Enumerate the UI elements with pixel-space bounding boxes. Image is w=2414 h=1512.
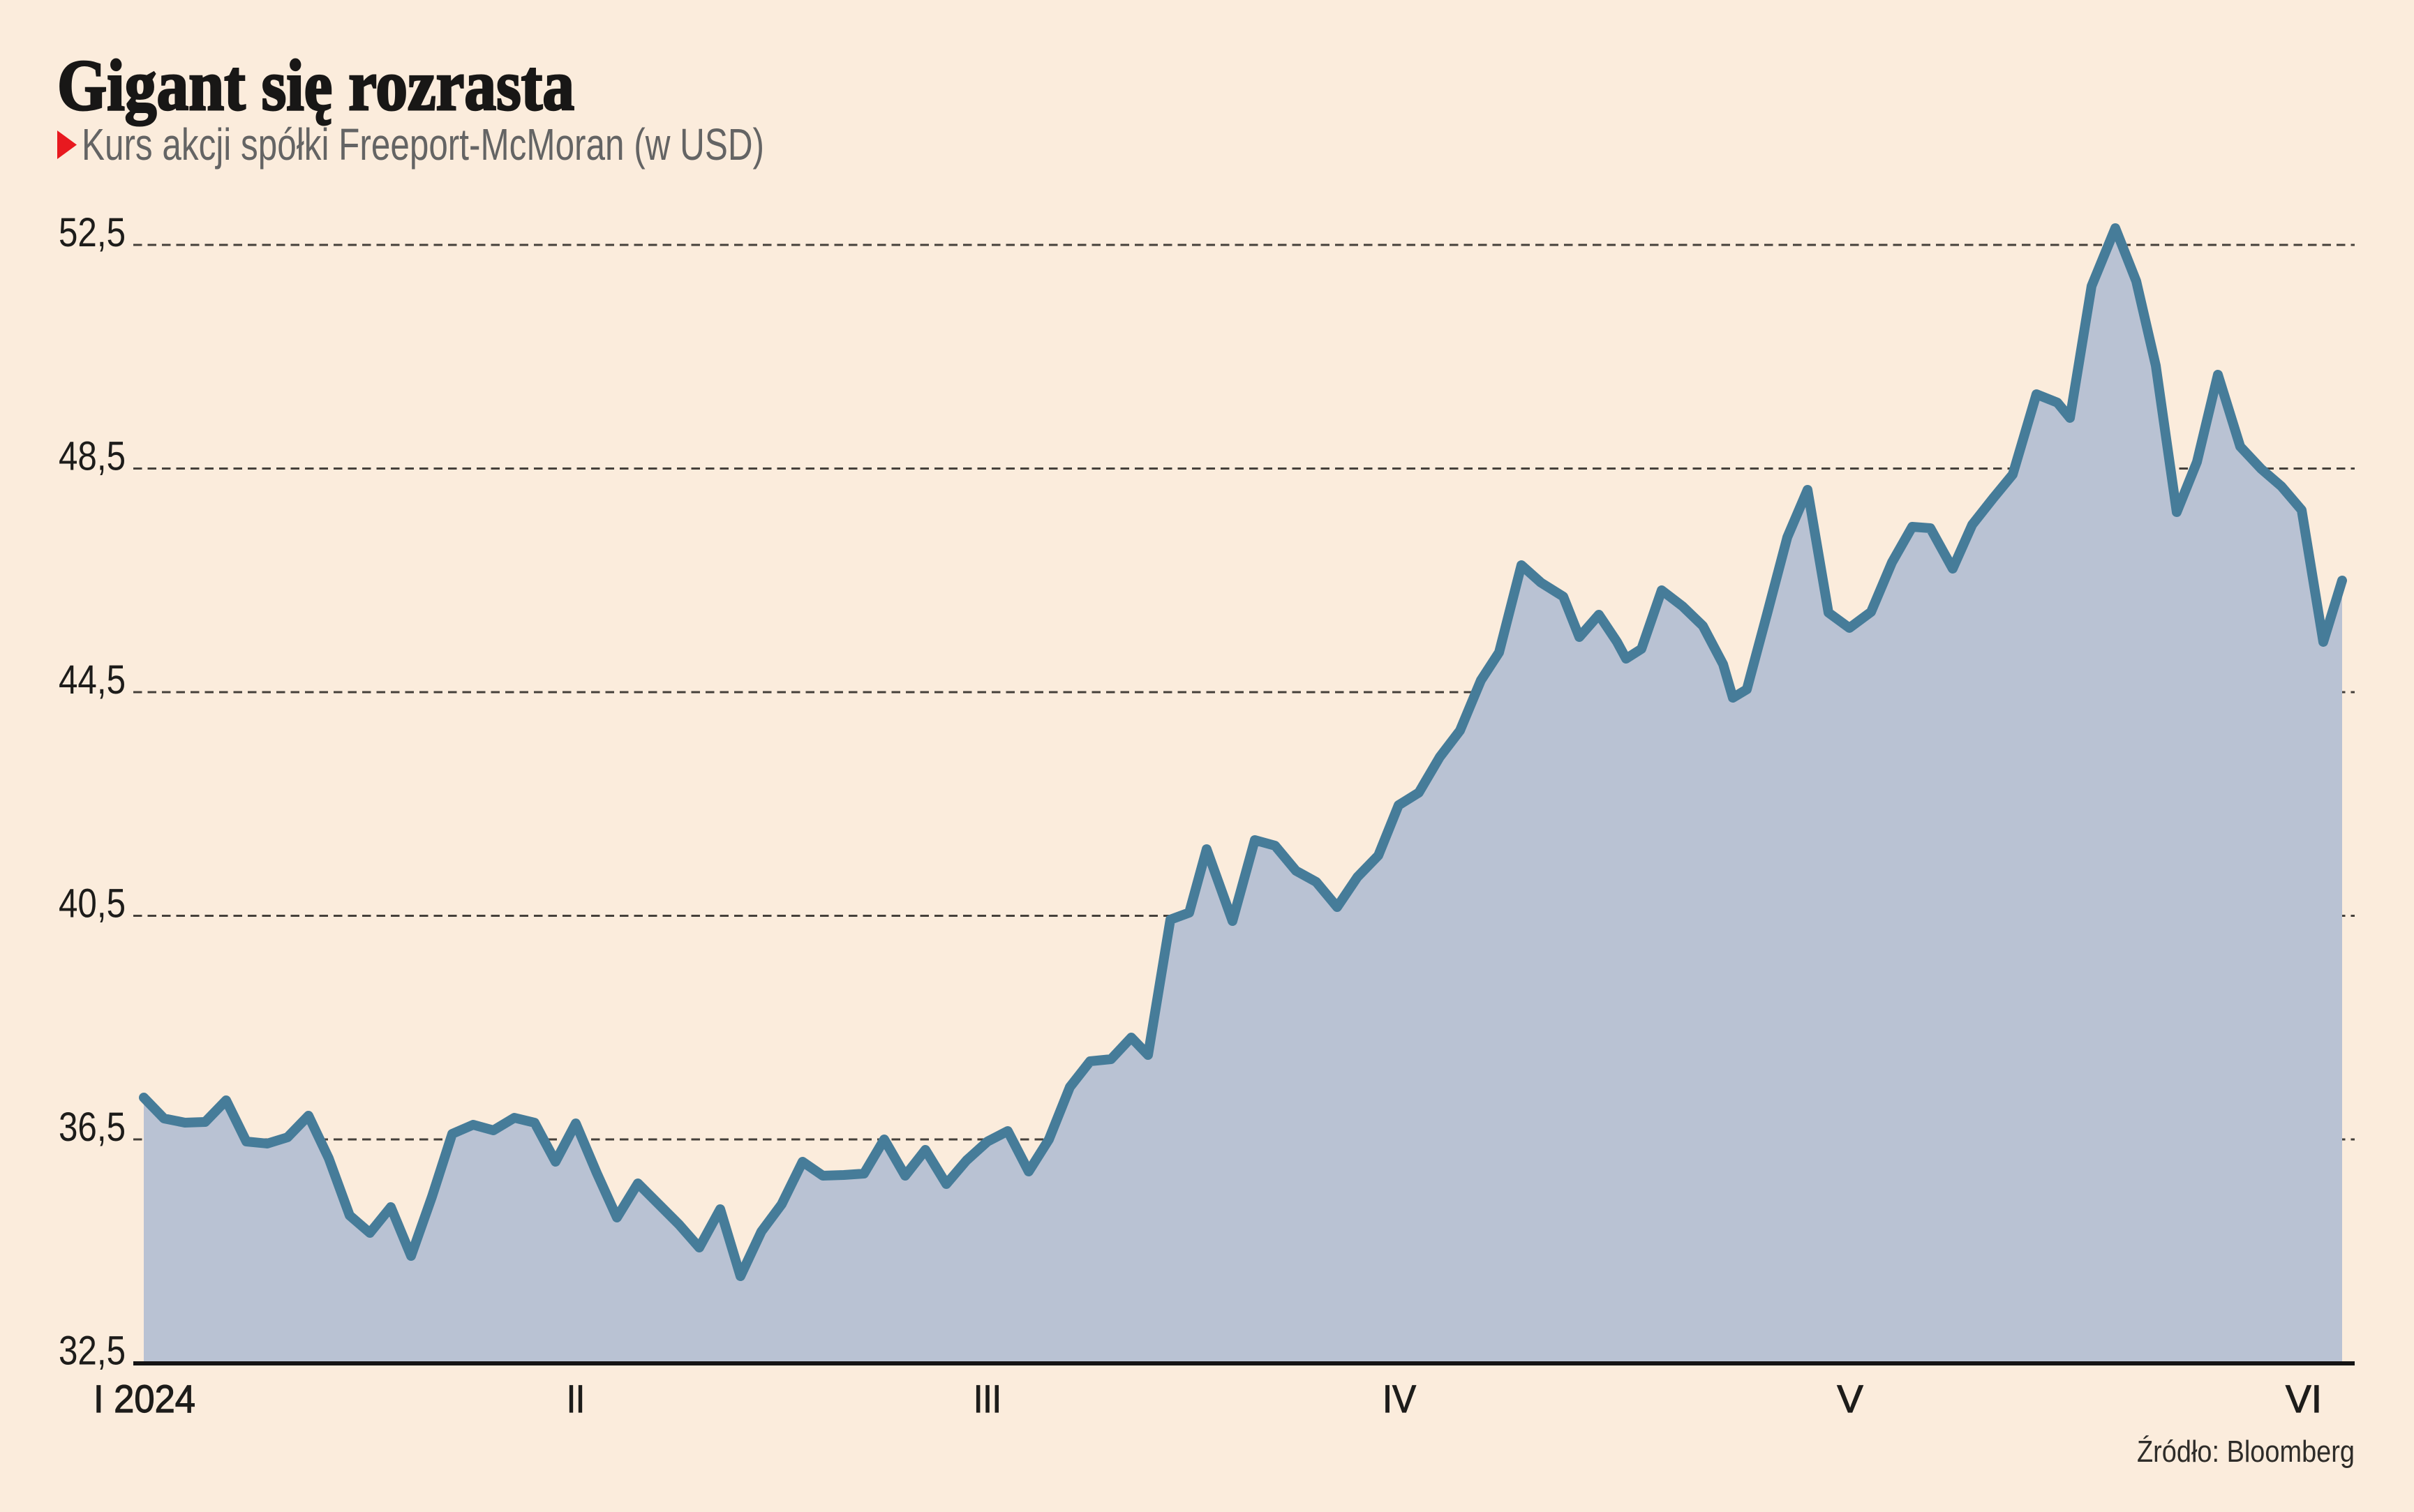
svg-text:36,5: 36,5 (59, 1105, 126, 1150)
svg-text:Gigant się rozrasta: Gigant się rozrasta (57, 45, 574, 126)
svg-text:I 2024: I 2024 (94, 1377, 195, 1421)
svg-text:40,5: 40,5 (59, 881, 126, 927)
svg-text:32,5: 32,5 (59, 1328, 126, 1374)
svg-text:IV: IV (1383, 1377, 1417, 1421)
svg-text:Źródło: Bloomberg: Źródło: Bloomberg (2137, 1435, 2355, 1469)
svg-text:52,5: 52,5 (59, 210, 126, 255)
svg-text:II: II (567, 1377, 585, 1421)
svg-text:VI: VI (2286, 1377, 2322, 1421)
svg-text:Kurs akcji spółki Freeport-McM: Kurs akcji spółki Freeport-McMoran (w US… (82, 119, 764, 170)
svg-text:III: III (974, 1377, 1001, 1421)
svg-text:48,5: 48,5 (59, 434, 126, 479)
svg-text:V: V (1837, 1377, 1863, 1421)
svg-text:44,5: 44,5 (59, 657, 126, 703)
